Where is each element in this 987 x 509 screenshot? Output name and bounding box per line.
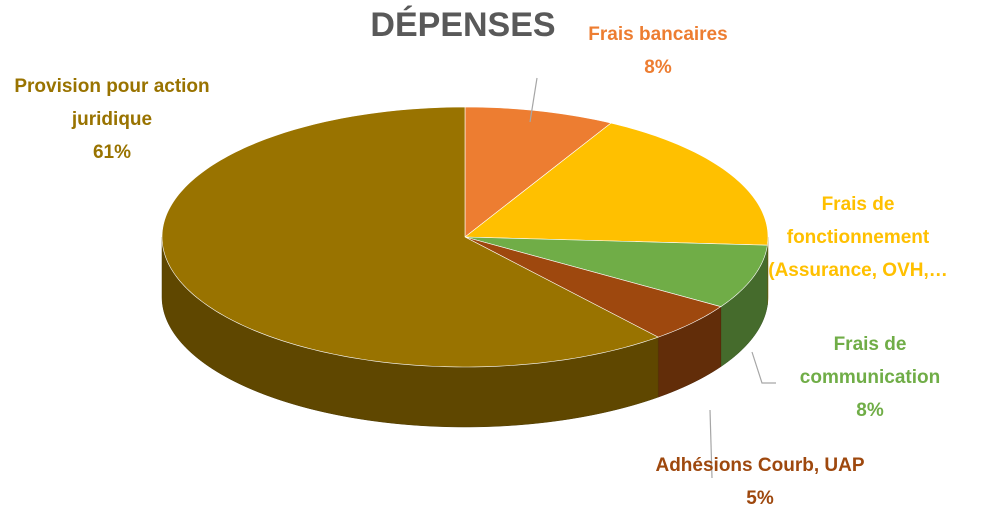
slice-label: Provision pour action juridique 61%: [7, 70, 217, 169]
value-label: 8%: [644, 57, 672, 78]
chart-title: DÉPENSES: [370, 6, 556, 44]
category-label: Frais bancaires: [588, 24, 728, 45]
leader-line: [529, 77, 538, 123]
slice: [464, 122, 769, 246]
category-label: Adhésions Courb, UAP: [655, 455, 865, 476]
leader-line: [751, 351, 776, 384]
category-label: Frais de communication: [799, 334, 941, 388]
slice: [464, 236, 768, 307]
slice-label: Frais bancaires 8%: [538, 18, 778, 84]
slice: [161, 106, 659, 368]
slice-label: Adhésions Courb, UAP 5%: [630, 449, 890, 509]
category-label: Frais de fonctionnement (Assurance, OVH,…: [768, 194, 948, 281]
value-label: 61%: [92, 142, 132, 163]
slice-label: Frais de fonctionnement (Assurance, OVH,…: [751, 188, 966, 287]
slice: [464, 106, 612, 238]
slice: [464, 236, 722, 338]
category-label: Provision pour action juridique: [14, 76, 210, 130]
leader-line: [709, 409, 713, 479]
value-label: 8%: [856, 400, 884, 421]
value-label: 5%: [746, 488, 774, 509]
slice-label: Frais de communication 8%: [770, 328, 970, 427]
